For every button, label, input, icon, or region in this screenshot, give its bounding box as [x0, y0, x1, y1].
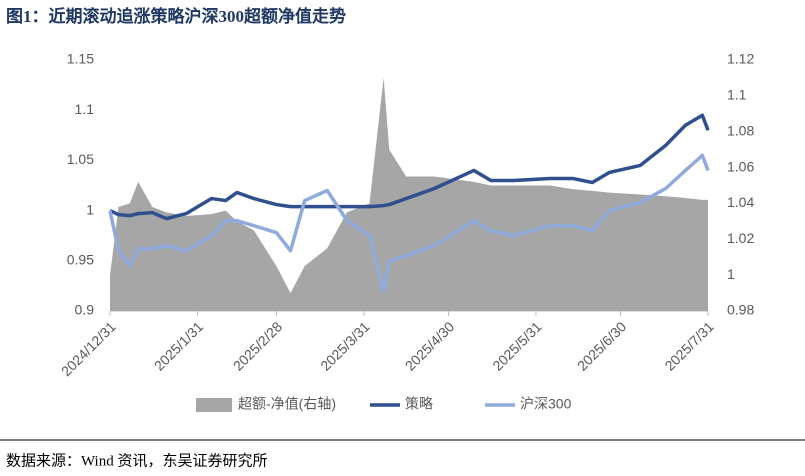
y-tick-label: 1.1: [75, 101, 95, 117]
legend-label: 策略: [405, 396, 433, 412]
y2-tick-label: 1.08: [727, 122, 754, 138]
x-tick-label: 2025/7/31: [661, 318, 717, 374]
source: 数据来源：Wind 资讯，东吴证券研究所: [6, 452, 267, 469]
y2-tick-label: 1.12: [727, 51, 754, 67]
x-tick-label: 2025/2/28: [230, 318, 286, 374]
y-tick-label: 1: [86, 201, 94, 217]
x-tick-label: 2025/6/30: [574, 318, 630, 374]
line: [108, 153, 710, 293]
x-tick-label: 2025/3/31: [317, 318, 373, 374]
area: [110, 77, 708, 311]
legend-swatch: [196, 398, 232, 412]
legend-label: 超额-净值(右轴): [238, 396, 336, 412]
chart-title: 图1：近期滚动追涨策略沪深300超额净值走势: [6, 6, 346, 26]
y2-tick-label: 1.02: [727, 230, 754, 246]
y2-tick-label: 0.98: [727, 302, 754, 318]
y-tick-label: 0.95: [67, 252, 94, 268]
x-tick-label: 2025/5/31: [489, 318, 545, 374]
line: [109, 113, 710, 221]
y2-tick-label: 1.1: [727, 87, 747, 103]
y-tick-label: 1.05: [67, 151, 94, 167]
x-tick-label: 2025/1/31: [151, 318, 207, 374]
legend-label: 沪深300: [520, 396, 572, 412]
y2-tick-label: 1.06: [727, 158, 754, 174]
y-tick-label: 0.9: [75, 302, 95, 318]
y2-tick-label: 1.04: [727, 194, 754, 210]
y-tick-label: 1.15: [67, 51, 94, 67]
x-tick-label: 2024/12/31: [58, 318, 119, 379]
x-tick-label: 2025/4/30: [402, 318, 458, 374]
y2-tick-label: 1: [727, 266, 735, 282]
